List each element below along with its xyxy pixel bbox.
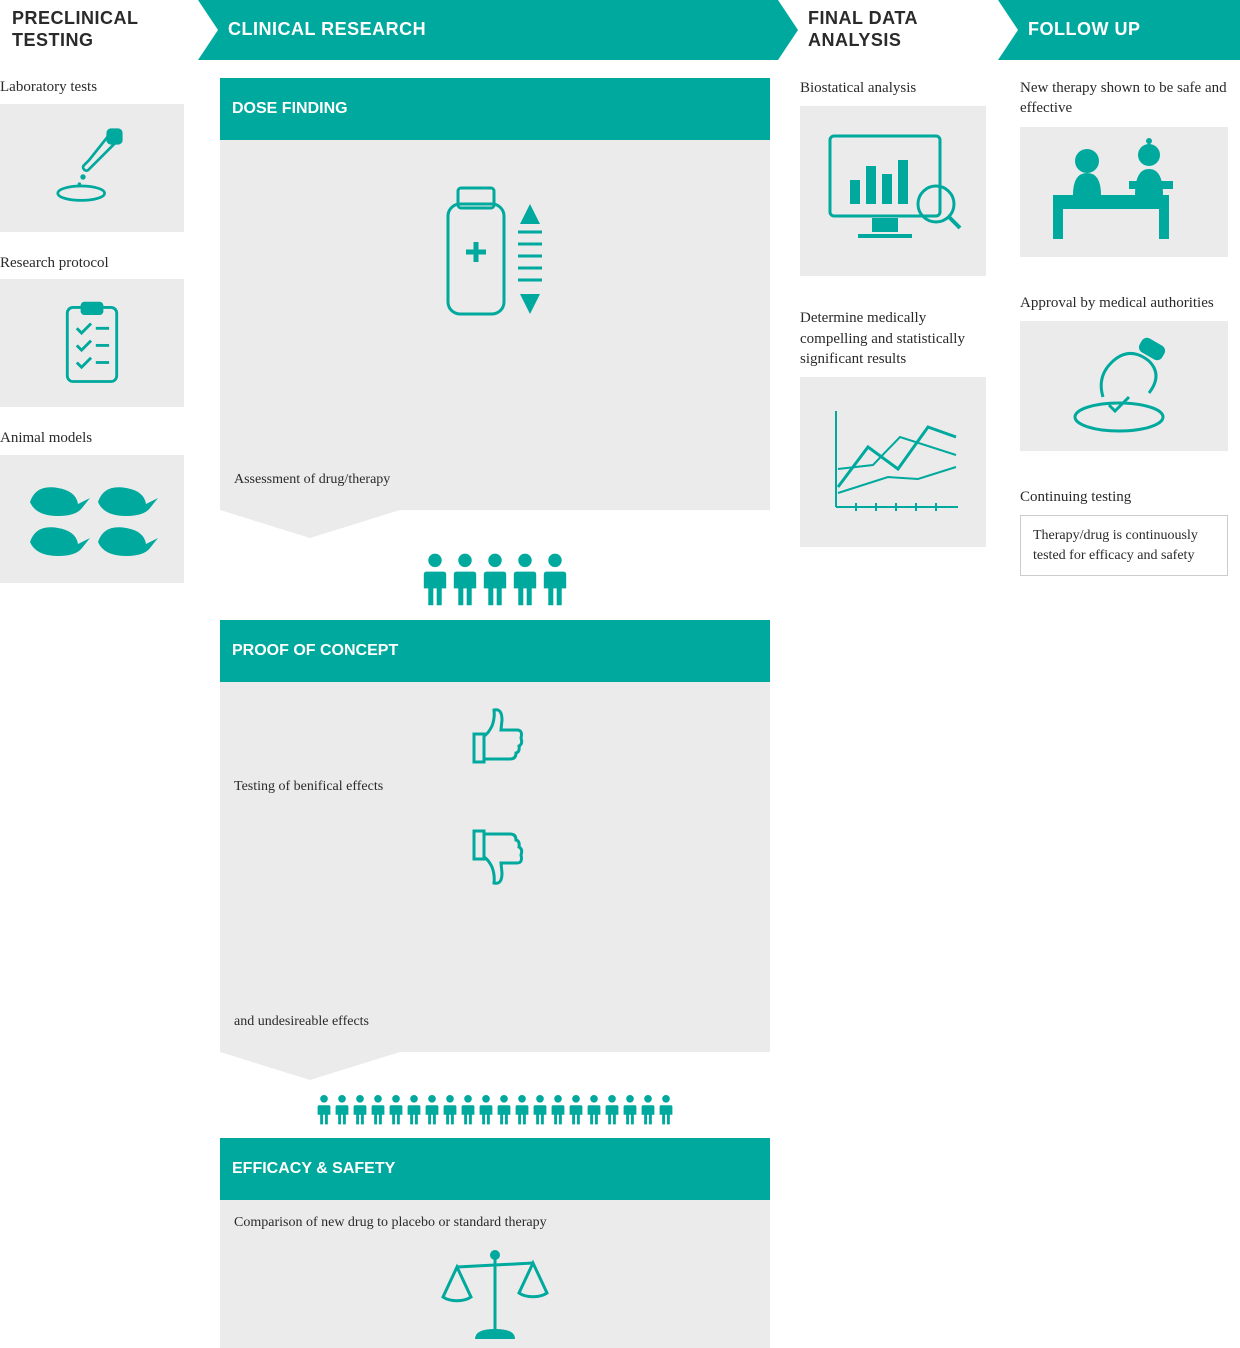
- label-bio: Biostatical analysis: [800, 78, 986, 98]
- proof-people: [220, 1094, 770, 1126]
- phase-title: PRECLINICAL TESTING: [12, 8, 186, 51]
- col-preclinical: Laboratory tests Research protocol Anima…: [0, 78, 198, 1348]
- proof-desc1: Testing of benifical effects: [234, 778, 756, 797]
- phase-followup: FOLLOW UP: [998, 0, 1240, 60]
- col-followup: New therapy shown to be safe and effecti…: [998, 78, 1240, 1348]
- sub-title: EFFICACY & SAFETY: [220, 1138, 770, 1200]
- label-protocol: Research protocol: [0, 254, 184, 274]
- sub-efficacy: EFFICACY & SAFETY Comparison of new drug…: [220, 1138, 770, 1348]
- card-lab: [0, 104, 184, 232]
- label-new: New therapy shown to be safe and effecti…: [1020, 78, 1228, 119]
- label-approval: Approval by medical authorities: [1020, 293, 1228, 313]
- patient-doctor-icon: [1039, 137, 1209, 247]
- card-protocol: [0, 279, 184, 407]
- col-final: Biostatical analysis Determine medically…: [778, 78, 998, 1348]
- thumbs-up-icon: [460, 702, 530, 772]
- dropper-icon: [47, 123, 137, 213]
- stamp-icon: [1059, 331, 1189, 441]
- diagram-body: Laboratory tests Research protocol Anima…: [0, 60, 1240, 1348]
- card-bio: [800, 106, 986, 276]
- line-chart-icon: [818, 397, 968, 527]
- card-new: [1020, 127, 1228, 257]
- label-lab: Laboratory tests: [0, 78, 184, 98]
- phase-final: FINAL DATA ANALYSIS: [778, 0, 998, 60]
- box-continuing: Therapy/drug is continuously tested for …: [1020, 515, 1228, 576]
- mice-icon: [22, 474, 162, 564]
- phase-clinical: CLINICAL RESEARCH: [198, 0, 778, 60]
- label-animal: Animal models: [0, 429, 184, 449]
- label-continuing: Continuing testing: [1020, 487, 1228, 507]
- scales-icon: [435, 1243, 555, 1348]
- phase-title: FINAL DATA ANALYSIS: [808, 8, 986, 51]
- thumbs-down-icon: [460, 821, 530, 891]
- vial-icon: [430, 174, 560, 344]
- card-approval: [1020, 321, 1228, 451]
- dose-people: [220, 552, 770, 608]
- sub-title: PROOF OF CONCEPT: [220, 620, 770, 682]
- card-determine: [800, 377, 986, 547]
- card-animal: [0, 455, 184, 583]
- clipboard-icon: [52, 296, 132, 391]
- sub-proof: PROOF OF CONCEPT Testing of benifical ef…: [220, 620, 770, 1126]
- eff-desc1: Comparison of new drug to placebo or sta…: [234, 1214, 756, 1233]
- phase-header: PRECLINICAL TESTING CLINICAL RESEARCH FI…: [0, 0, 1240, 60]
- label-determine: Determine medically compelling and stati…: [800, 308, 986, 369]
- proof-desc2: and undesireable effects: [234, 1013, 756, 1032]
- col-clinical: DOSE FINDING Assessment of drug/thera: [198, 78, 778, 1348]
- phase-title: CLINICAL RESEARCH: [228, 19, 426, 41]
- sub-dose: DOSE FINDING Assessment of drug/thera: [220, 78, 770, 608]
- phase-title: FOLLOW UP: [1028, 19, 1140, 41]
- dose-desc: Assessment of drug/therapy: [234, 471, 756, 490]
- monitor-chart-icon: [818, 126, 968, 256]
- phase-preclinical: PRECLINICAL TESTING: [0, 0, 198, 60]
- sub-title: DOSE FINDING: [220, 78, 770, 140]
